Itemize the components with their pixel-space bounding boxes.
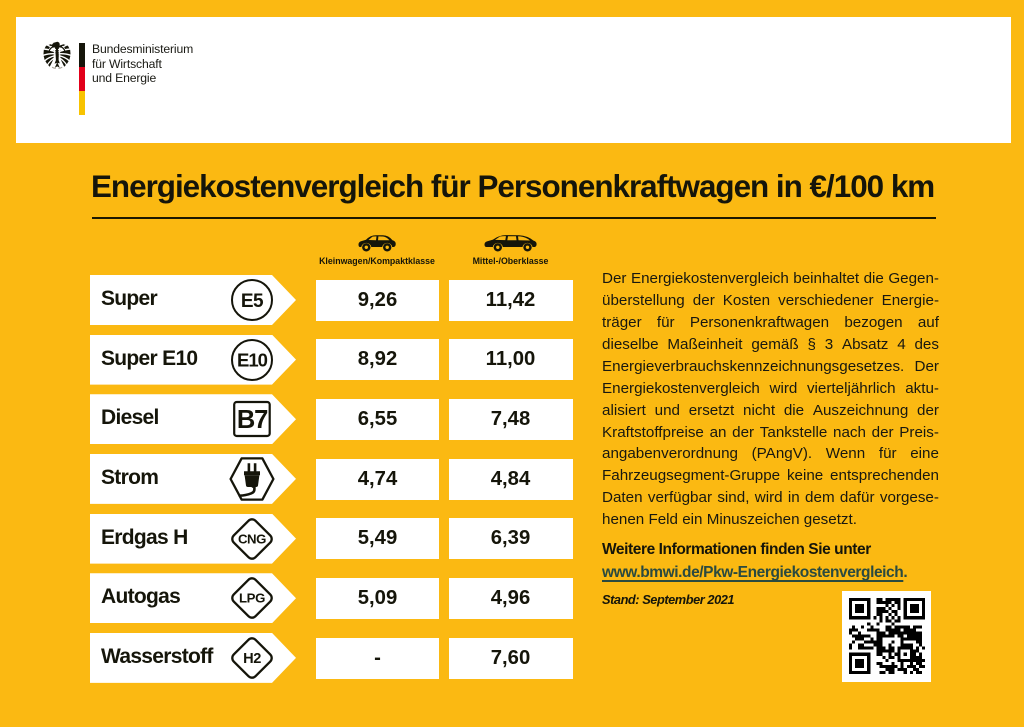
svg-text:B7: B7: [237, 406, 268, 434]
svg-text:E10: E10: [237, 349, 268, 370]
svg-text:H2: H2: [243, 651, 261, 667]
svg-text:LPG: LPG: [239, 591, 265, 606]
svg-text:E5: E5: [241, 291, 264, 312]
svg-text:CNG: CNG: [238, 531, 266, 546]
